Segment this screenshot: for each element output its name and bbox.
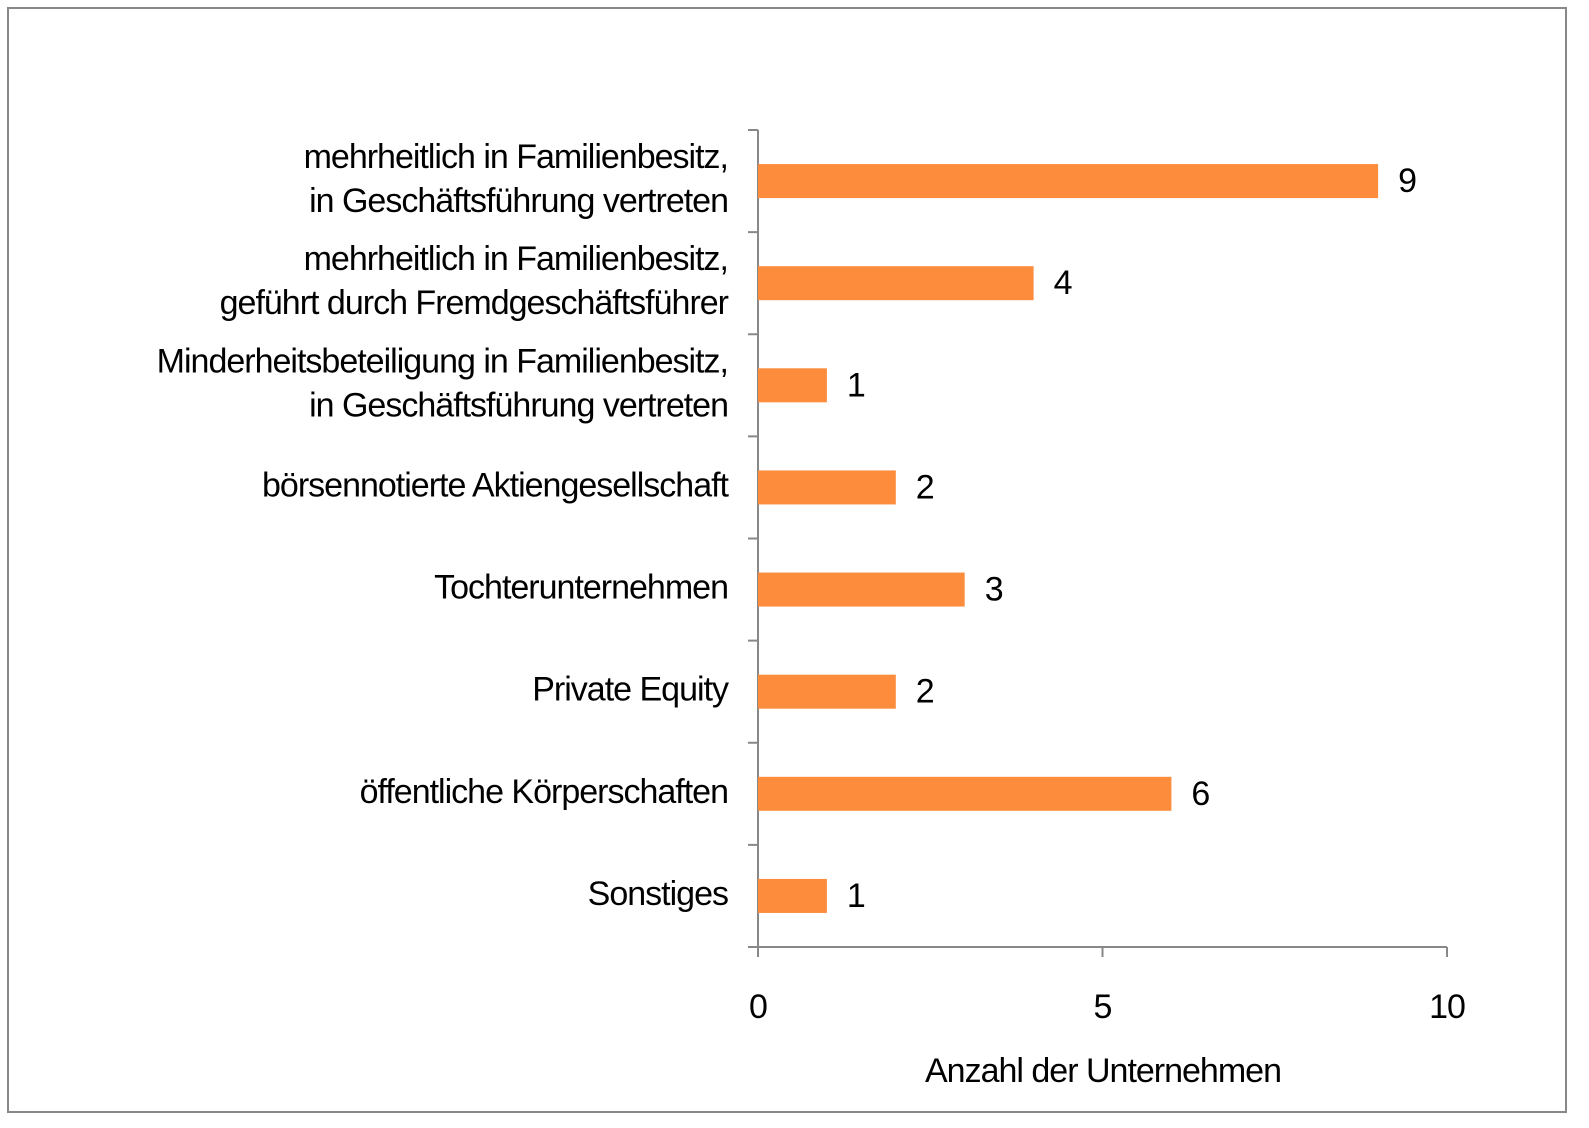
value-label: 2	[916, 673, 934, 711]
y-tick-label-line: mehrheitlich in Familienbesitz,	[304, 138, 728, 176]
y-tick-label-line: in Geschäftsführung vertreten	[309, 386, 728, 424]
y-tick-label-line: Sonstiges	[588, 875, 728, 913]
bar	[758, 164, 1379, 199]
value-label: 2	[916, 468, 934, 506]
value-label: 6	[1191, 775, 1209, 813]
y-tick-label-line: in Geschäftsführung vertreten	[309, 182, 728, 220]
y-tick-label-line: Tochterunternehmen	[434, 569, 728, 607]
y-tick-label: Sonstiges	[588, 875, 728, 913]
bar	[758, 776, 1172, 811]
y-tick-label-line: Private Equity	[532, 671, 729, 709]
bar	[758, 878, 827, 913]
y-tick-label: mehrheitlich in Familienbesitz, in Geschä…	[304, 138, 728, 220]
x-axis-title: Anzahl der Unternehmen	[925, 1052, 1281, 1090]
value-label: 1	[847, 877, 865, 915]
y-tick-label-line: geführt durch Fremdgeschäftsführer	[220, 284, 729, 322]
y-tick-label: Minderheitsbeteiligung in Familienbesitz…	[157, 342, 728, 424]
y-tick-label-line: öffentliche Körperschaften	[360, 773, 728, 811]
bar	[758, 470, 896, 505]
bar	[758, 674, 896, 709]
bar	[758, 266, 1034, 301]
y-tick-label-line: mehrheitlich in Familienbesitz,	[304, 240, 728, 278]
x-tick-label: 5	[1094, 988, 1112, 1026]
value-label: 1	[847, 366, 865, 404]
x-tick-label: 0	[749, 988, 767, 1026]
y-tick-label-line: Minderheitsbeteiligung in Familienbesitz…	[157, 342, 728, 380]
y-tick-label: Private Equity	[532, 671, 729, 709]
y-tick-label: Tochterunternehmen	[434, 569, 728, 607]
y-tick-label: öffentliche Körperschaften	[360, 773, 728, 811]
y-tick-label: mehrheitlich in Familienbesitz, geführt d…	[220, 240, 729, 322]
x-tick-label: 10	[1429, 988, 1465, 1026]
bar	[758, 572, 965, 607]
y-tick-label: börsennotierte Aktiengesellschaft	[262, 466, 730, 504]
value-label: 9	[1398, 162, 1416, 200]
value-label: 3	[985, 571, 1003, 609]
y-tick-label-line: börsennotierte Aktiengesellschaft	[262, 466, 730, 504]
bar	[758, 368, 827, 403]
value-label: 4	[1054, 264, 1072, 302]
